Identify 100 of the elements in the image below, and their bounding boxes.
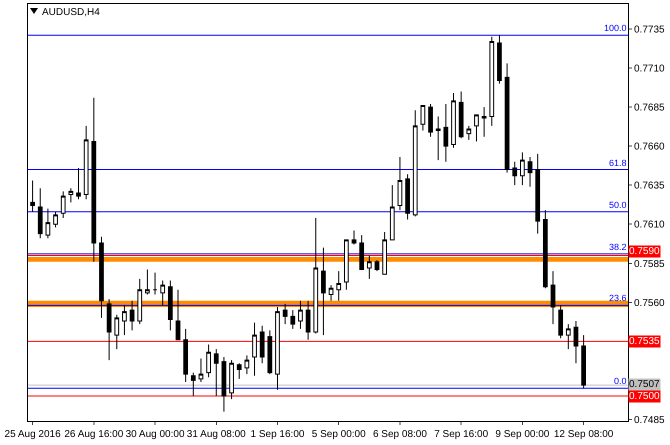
candlestick — [198, 358, 204, 382]
candlestick — [183, 328, 188, 382]
candlestick — [566, 324, 571, 350]
x-tick-label: 1 Sep 16:00 — [250, 429, 305, 440]
candlestick — [176, 289, 180, 340]
candlestick — [282, 303, 288, 325]
candlestick — [328, 284, 334, 302]
candlestick — [130, 300, 134, 331]
annotation: 50.0 — [609, 200, 627, 210]
candlestick — [214, 348, 219, 397]
candlestick — [366, 254, 372, 280]
candlestick — [443, 103, 448, 162]
candlestick — [359, 234, 364, 270]
candlestick — [160, 280, 166, 306]
candlestick — [53, 211, 58, 228]
y-tick-label: 0.7560 — [634, 298, 666, 309]
x-tick-label: 6 Sep 08:00 — [372, 429, 428, 440]
candlestick — [535, 153, 540, 234]
candlestick — [436, 116, 441, 161]
candlestick — [497, 34, 502, 84]
x-tick-label: 30 Aug 00:00 — [126, 429, 185, 440]
candlestick — [168, 280, 173, 331]
candlestick — [275, 306, 280, 390]
annotation: 100.0 — [604, 23, 627, 33]
candlestick — [145, 269, 150, 295]
candlestick — [252, 322, 257, 376]
candlestick — [84, 125, 89, 200]
ref-line-label: 0.7500 — [629, 391, 660, 402]
candlestick — [398, 156, 402, 211]
y-tick-label: 0.7685 — [634, 102, 666, 114]
candlestick — [298, 300, 303, 330]
candlestick — [222, 356, 226, 412]
candlestick — [352, 230, 356, 246]
candlestick — [550, 270, 556, 325]
candlestick — [428, 103, 433, 138]
candlestick — [420, 105, 426, 132]
annotation: 61.8 — [609, 158, 627, 168]
candlestick — [512, 161, 518, 186]
x-tick-label: 25 Aug 2016 — [4, 429, 62, 440]
candlestick — [412, 110, 418, 217]
y-tick-label: 0.7710 — [634, 64, 666, 75]
candlestick — [482, 106, 486, 138]
candlestick — [38, 188, 43, 239]
candlestick — [466, 125, 472, 140]
y-tick-label: 0.7485 — [634, 414, 666, 426]
candlestick — [390, 184, 395, 240]
candlestick — [76, 167, 81, 200]
annotation: 0.0 — [614, 376, 627, 386]
x-tick-label: 26 Aug 16:00 — [64, 429, 124, 440]
y-tick-label: 0.7610 — [634, 220, 666, 231]
candlestick — [313, 217, 318, 334]
y-tick-label: 0.7735 — [634, 24, 666, 36]
y-tick-label: 0.7635 — [634, 180, 666, 192]
x-tick-label: 5 Sep 00:00 — [312, 429, 366, 440]
candlestick — [122, 304, 127, 336]
candlestick — [336, 270, 342, 302]
candlestick — [451, 92, 456, 148]
candlestick — [528, 156, 532, 188]
candlestick — [344, 239, 349, 290]
ref-line-label: 0.7590 — [629, 246, 660, 257]
candlestick — [206, 344, 211, 378]
candlestick — [106, 298, 112, 361]
x-tick-label: 7 Sep 16:00 — [434, 429, 489, 440]
candlestick — [30, 180, 35, 212]
candlestick — [581, 334, 586, 389]
chart-title: AUDUSD,H4 — [42, 7, 100, 18]
candlestick — [321, 247, 326, 336]
annotation: 23.6 — [609, 293, 627, 303]
candlestick — [374, 260, 380, 272]
candlestick — [114, 314, 120, 350]
candlestick — [542, 210, 548, 289]
candlestick — [60, 190, 66, 218]
candlestick — [520, 152, 525, 186]
candlestick — [574, 320, 578, 364]
candlestick — [229, 360, 234, 400]
candlestick — [458, 90, 464, 139]
candlestick — [504, 62, 510, 174]
x-tick-label: 31 Aug 08:00 — [186, 429, 246, 440]
candlestick — [474, 114, 479, 142]
candlestick — [306, 300, 310, 340]
candlestick — [382, 232, 388, 275]
x-tick-label: 9 Sep 00:00 — [495, 429, 550, 440]
candlestick — [489, 36, 494, 126]
candlestick — [236, 362, 242, 380]
y-tick-label: 0.7585 — [634, 258, 666, 270]
x-tick-label: 12 Sep 08:00 — [554, 429, 614, 440]
candlestick — [405, 174, 410, 220]
y-tick-label: 0.7660 — [634, 142, 666, 153]
candlestick — [290, 310, 296, 330]
candlestick — [260, 325, 265, 364]
candlestick — [152, 272, 158, 295]
candlestick — [267, 330, 272, 375]
ref-line-label: 0.7507 — [629, 379, 660, 390]
candlestick — [46, 208, 50, 239]
candlestick — [558, 304, 564, 339]
candlestick — [68, 188, 74, 203]
candlestick — [137, 278, 142, 325]
candlestick — [99, 236, 104, 318]
ref-line-label: 0.7535 — [629, 336, 660, 347]
candlestick — [91, 97, 96, 262]
